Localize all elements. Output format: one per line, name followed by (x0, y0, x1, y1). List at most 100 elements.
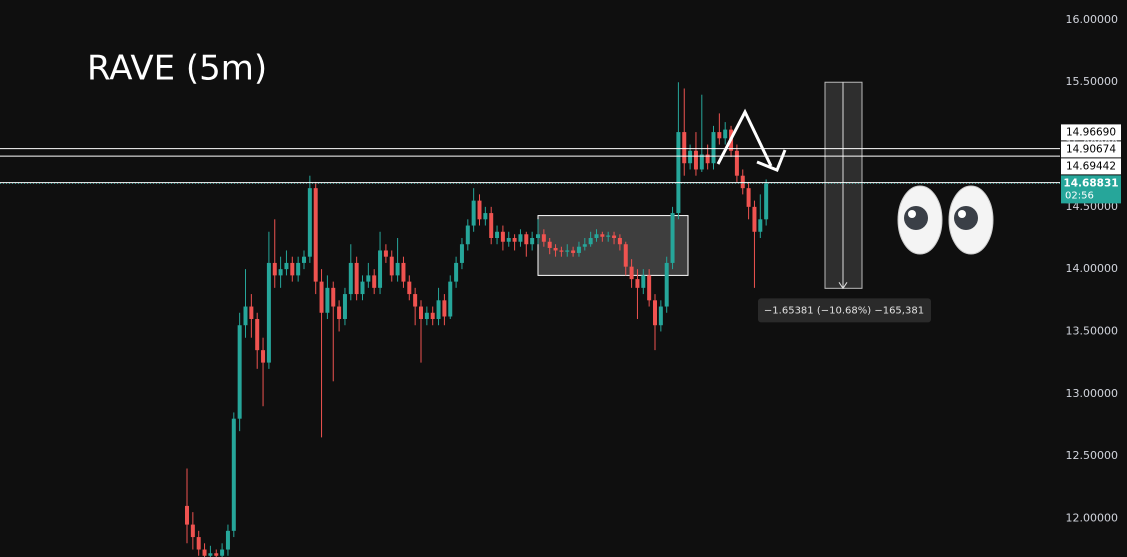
candle-body (758, 219, 763, 232)
candle-body (559, 250, 564, 252)
candle-body (208, 553, 213, 556)
candle-body (717, 132, 722, 139)
candle-body (442, 300, 447, 317)
candle-body (266, 262, 271, 363)
drawing-arrowhead (756, 149, 787, 172)
price-label: 14.69442 (1066, 160, 1116, 172)
candle-body (635, 279, 640, 288)
candle-body (237, 325, 242, 419)
candle-body (465, 225, 470, 245)
candle-body (606, 235, 611, 237)
candle-body (214, 553, 219, 556)
candle-body (354, 262, 359, 295)
candle-body (225, 530, 230, 550)
candle-body (647, 275, 652, 301)
measure-label: −1.65381 (−10.68%) −165,381 (764, 305, 924, 316)
y-tick-label: 14.00000 (1066, 262, 1119, 275)
plot: 12.00000 12.50000 13.00000 13.50000 14.00000… (0, 13, 1121, 557)
candle-body (436, 300, 441, 319)
candle-body (489, 213, 494, 239)
price-label-bg (1061, 141, 1121, 158)
candle-body (278, 269, 283, 276)
candle-body (430, 312, 435, 319)
candle-body (734, 150, 739, 176)
candle-body (454, 262, 459, 282)
candle-body (530, 238, 535, 245)
chart-title: RAVE (5m) (87, 49, 267, 89)
price-label: 14.90674 (1066, 143, 1116, 155)
candle-body (536, 234, 540, 239)
candle-body (670, 213, 675, 263)
candle-body (302, 256, 306, 263)
candle-body (612, 235, 617, 239)
candle-body (500, 231, 505, 242)
candle-body (623, 244, 628, 267)
y-tick-label: 15.50000 (1066, 75, 1119, 88)
candle-body (296, 262, 301, 276)
candle-body (407, 281, 412, 295)
y-tick-label: 16.00000 (1066, 13, 1119, 26)
candle-body (553, 247, 558, 251)
y-tick-label: 13.00000 (1066, 387, 1119, 400)
candle-body (459, 244, 464, 263)
candle-body (518, 234, 523, 242)
candle-body (571, 250, 576, 253)
candle-body (471, 200, 476, 226)
candle-body (272, 262, 277, 276)
candle-body (249, 306, 254, 319)
candle-body (383, 250, 388, 257)
candle-body (243, 306, 248, 326)
price-label-bg (1061, 175, 1121, 204)
candle-body (495, 231, 500, 239)
candle-body (506, 238, 511, 242)
candle-body (688, 150, 693, 164)
eyes-emoji (897, 185, 994, 255)
candle-body (220, 549, 225, 556)
candle-body (723, 129, 728, 139)
candle-body (541, 234, 546, 242)
candle-body (360, 281, 365, 295)
candle-body (389, 256, 394, 276)
y-tick-label: 13.50000 (1066, 324, 1119, 337)
candle-body (190, 524, 195, 538)
candle-body (348, 262, 353, 295)
candle-body (512, 238, 517, 242)
candle-body (372, 275, 377, 288)
candle-body (676, 132, 681, 214)
candle-body (185, 505, 189, 525)
candle-body (255, 318, 260, 351)
candle-body (419, 306, 423, 319)
candle-body (395, 262, 400, 276)
candle-body (284, 262, 289, 270)
candle-body (401, 262, 406, 282)
candle-body (740, 175, 745, 189)
candle-body (547, 241, 552, 248)
candle-body (331, 287, 336, 307)
candle-body (483, 213, 488, 220)
candle-body (582, 244, 587, 247)
candle-body (366, 275, 371, 282)
candle-body (313, 188, 318, 282)
countdown: 02:56 (1065, 190, 1094, 201)
candle-body (711, 132, 716, 164)
candle-body (290, 262, 295, 276)
candle-body (664, 262, 669, 307)
candle-body (448, 281, 453, 317)
price-label: 14.68831 (1063, 177, 1118, 189)
candle-body (342, 294, 347, 319)
candle-body (319, 281, 324, 313)
candle-body (325, 287, 330, 313)
candle-body (261, 350, 266, 363)
candle-body (693, 150, 698, 170)
candle-body (202, 549, 207, 556)
candle-body (524, 234, 529, 245)
candle-body (658, 306, 663, 326)
candle-body (600, 234, 605, 237)
y-tick-label: 12.00000 (1066, 511, 1119, 524)
candle-body (588, 238, 593, 245)
candle-body (629, 266, 634, 280)
candle-body (594, 234, 599, 239)
candle-body (196, 537, 201, 550)
